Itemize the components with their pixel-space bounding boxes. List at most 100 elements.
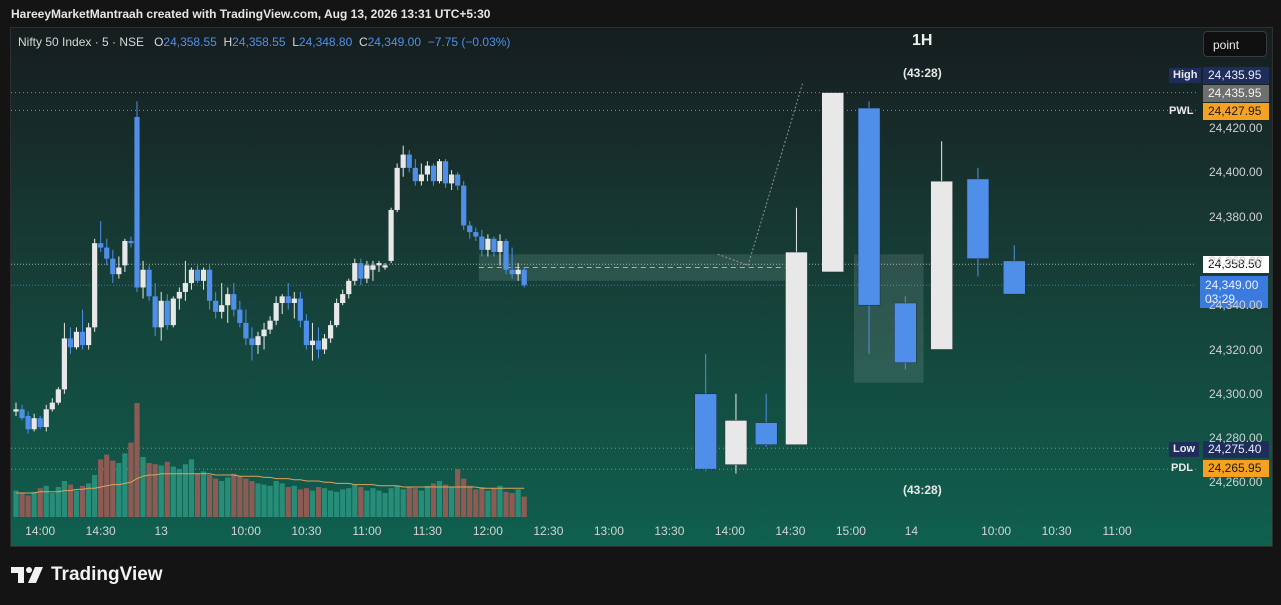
volume-bar (491, 488, 497, 517)
volume-bar (158, 465, 164, 517)
candle-5m-body (134, 116, 140, 288)
candle-5m-body (79, 331, 86, 346)
candle-5m-body (412, 167, 418, 182)
tradingview-logo[interactable]: TradingView (11, 563, 163, 587)
candle-5m-body (491, 238, 497, 253)
candle-1h-body (785, 251, 808, 445)
candle-1h-body (724, 420, 748, 465)
candle-5m-body (104, 247, 110, 259)
countdown-bottom: (43:28) (903, 483, 942, 497)
volume-bar (249, 481, 255, 517)
volume-bar (406, 487, 412, 517)
pwl-tag-value: 24,427.95 (1203, 103, 1269, 120)
candle-5m-body (521, 269, 527, 286)
candle-5m-body (394, 167, 400, 210)
candle-5m-body (164, 300, 170, 326)
candle-5m-body (237, 309, 243, 323)
x-axis-tick: 12:30 (533, 524, 564, 538)
legend-low-value: 24,348.80 (298, 35, 353, 49)
low-tag-value: 24,275.40 (1203, 441, 1269, 458)
candle-5m-body (455, 174, 461, 186)
volume-bar (297, 489, 303, 517)
candle-1h-body (894, 302, 917, 364)
tradingview-logo-icon (11, 567, 43, 583)
volume-bar (92, 475, 98, 517)
high-tag-value: 24,435.95 (1203, 67, 1269, 84)
candle-5m-body (346, 280, 352, 295)
volume-bar (140, 457, 146, 517)
candle-5m-body (442, 161, 449, 184)
candle-5m-body (303, 320, 309, 346)
x-axis-tick: 13 (154, 524, 168, 538)
volume-bar (430, 483, 437, 517)
y-axis-tick: 24,280.00 (1209, 431, 1263, 446)
volume-bar (485, 490, 491, 517)
volume-bar (182, 464, 188, 517)
x-axis-tick: 12:00 (472, 524, 503, 538)
candle-5m-body (461, 185, 467, 226)
volume-bar (146, 463, 152, 517)
candle-5m-body (231, 294, 237, 310)
candle-5m-body (358, 263, 364, 279)
legend-low-label: L (292, 35, 299, 49)
x-axis-tick: 14:30 (85, 524, 116, 538)
candle-5m-body (73, 331, 80, 348)
gray-price-tag: 24,435.95 (1203, 85, 1269, 102)
candle-5m-body (170, 298, 176, 326)
pdl-tag-label: PDL (1171, 462, 1193, 474)
candle-1h-body (821, 92, 844, 273)
volume-bar (225, 477, 231, 517)
candle-5m-body (291, 298, 297, 303)
candle-5m-body (61, 338, 67, 390)
x-axis-tick: 15:00 (835, 524, 866, 538)
volume-bar (388, 488, 394, 517)
volume-bar (412, 488, 418, 517)
legend-symbol[interactable]: Nifty 50 Index · 5 · NSE (18, 35, 145, 49)
volume-bar (334, 491, 340, 517)
volume-bar (13, 490, 19, 517)
x-axis-tick: 14:00 (714, 524, 745, 538)
candle-1h-body (857, 107, 881, 306)
volume-bar (98, 459, 104, 517)
volume-bar (49, 493, 55, 517)
last-price-countdown: 03:29 (1205, 292, 1236, 306)
candle-5m-body (92, 243, 98, 328)
candle-5m-body (249, 338, 255, 346)
candle-5m-body (43, 409, 49, 428)
volume-bar (134, 403, 140, 517)
volume-bar (170, 466, 176, 517)
candle-5m-body (364, 265, 370, 279)
candle-5m-body (388, 209, 394, 261)
point-button[interactable]: point (1203, 31, 1267, 57)
volume-bar (86, 483, 92, 517)
volume-bar (521, 496, 527, 517)
candle-1h-body (966, 178, 990, 259)
volume-bar (188, 459, 195, 517)
candle-5m-body (49, 402, 55, 410)
volume-bar (207, 475, 213, 517)
candle-5m-body (328, 325, 334, 339)
pdl-tag-value: 24,265.95 (1203, 460, 1269, 477)
chart-pane[interactable]: Nifty 50 Index · 5 · NSE O24,358.55 H24,… (10, 27, 1273, 547)
volume-bar (243, 478, 249, 517)
candle-5m-body (152, 296, 158, 328)
volume-bar (364, 490, 370, 517)
candle-5m-body (418, 174, 424, 182)
x-axis-tick: 11:00 (352, 524, 382, 538)
price-plot[interactable] (11, 28, 1272, 546)
volume-bar (237, 476, 243, 517)
volume-bar (285, 487, 291, 517)
candle-5m-body (376, 263, 382, 266)
candle-5m-body (436, 161, 443, 182)
volume-bar (503, 491, 509, 517)
low-tag-label: Low (1169, 442, 1199, 457)
volume-ma-line (16, 473, 525, 494)
candle-5m-body (110, 258, 116, 275)
volume-bar (400, 489, 406, 517)
volume-bar (261, 484, 267, 517)
volume-bar (31, 491, 37, 517)
candle-5m-body (122, 240, 128, 266)
candle-5m-body (200, 269, 207, 281)
projection-path (717, 83, 803, 266)
candle-5m-body (31, 418, 37, 430)
